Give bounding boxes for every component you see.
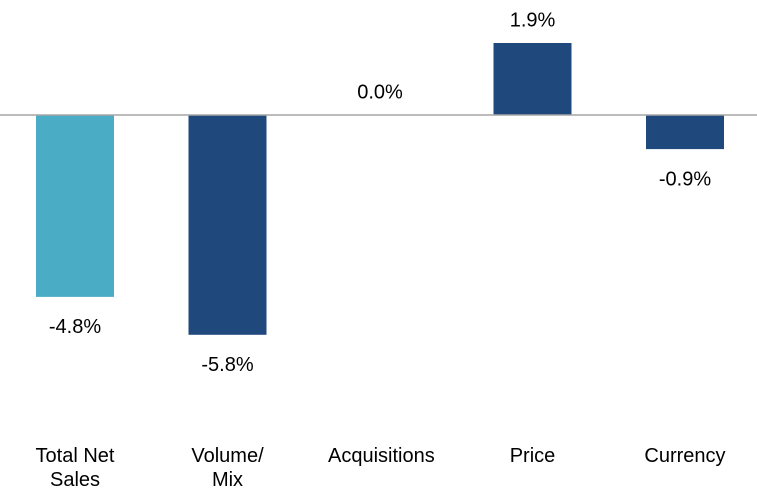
data-label: -4.8%: [49, 316, 101, 338]
bar: [493, 43, 572, 115]
data-label: 1.9%: [510, 9, 556, 31]
x-tick-label: Currency: [644, 445, 726, 467]
bar: [36, 115, 114, 297]
x-tick-label: Acquisitions: [328, 445, 435, 467]
x-tick-label: Volume/ Mix: [191, 445, 264, 491]
data-label: -5.8%: [201, 354, 253, 376]
x-tick-label: Total Net Sales: [35, 445, 115, 491]
data-label: 0.0%: [357, 81, 403, 103]
bar: [188, 115, 267, 335]
data-label: -0.9%: [659, 168, 711, 190]
x-tick-label: Price: [509, 445, 556, 467]
bar: [646, 115, 724, 150]
